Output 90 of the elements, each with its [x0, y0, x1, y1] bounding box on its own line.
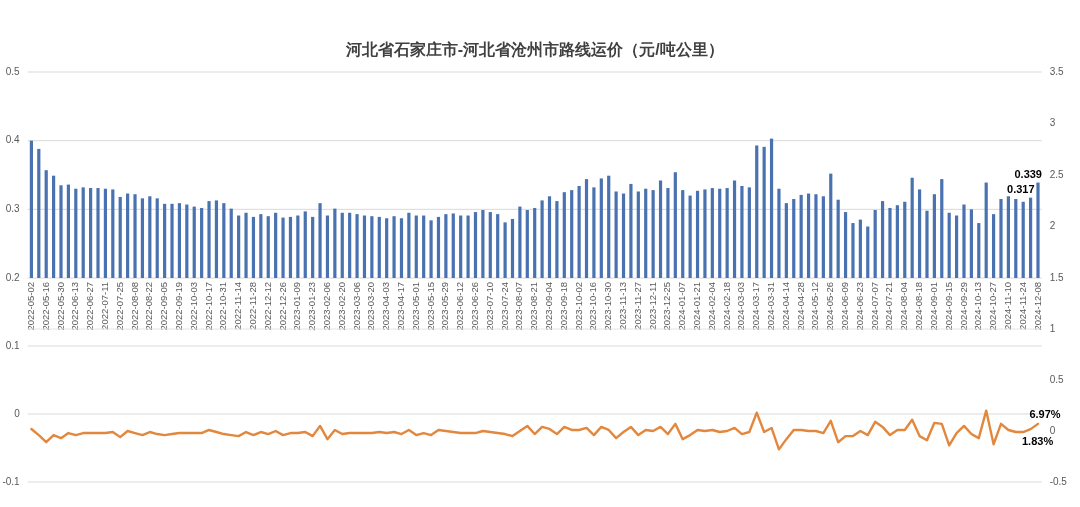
x-tick-label: 2024-03-17 [750, 282, 762, 331]
x-tick-label: 2024-03-31 [765, 282, 777, 331]
y-tick-label: 0.4 [5, 134, 21, 146]
x-tick-label: 2023-02-20 [335, 282, 347, 331]
x-tick-label: 2024-12-08 [1031, 282, 1043, 331]
y-tick-label: 0.2 [5, 271, 21, 283]
y-tick-label: 0.1 [5, 339, 21, 351]
x-tick-label: 2023-08-07 [513, 282, 525, 331]
data-label: 0.339 [1014, 167, 1042, 180]
data-label: 6.97% [1029, 407, 1061, 420]
x-tick-label: 2023-07-24 [498, 282, 510, 331]
x-tick-label: 2022-10-31 [217, 282, 229, 331]
y2-tick-label: 0.5 [1049, 373, 1065, 385]
x-tick-label: 2023-08-21 [528, 282, 540, 331]
x-tick-label: 2022-05-16 [39, 282, 51, 331]
x-tick-label: 2024-02-18 [720, 282, 732, 331]
x-tick-label: 2023-06-12 [454, 282, 466, 331]
x-tick-label: 2023-05-15 [424, 282, 436, 331]
x-tick-label: 2022-11-28 [246, 282, 258, 330]
x-tick-label: 2024-10-13 [972, 282, 984, 331]
x-tick-label: 2022-11-14 [232, 282, 244, 330]
x-tick-label: 2024-08-04 [898, 282, 910, 331]
y-tick-label: 0 [14, 407, 21, 419]
x-tick-label: 2023-10-30 [602, 282, 614, 331]
x-tick-label: 2023-10-02 [572, 282, 584, 331]
x-tick-label: 2024-09-29 [957, 282, 969, 331]
x-tick-label: 2024-06-23 [853, 282, 865, 331]
x-tick-label: 2023-02-06 [320, 282, 332, 331]
x-tick-label: 2023-03-20 [365, 282, 377, 331]
x-tick-label: 2022-12-12 [261, 282, 273, 331]
x-tick-label: 2023-12-25 [661, 282, 673, 331]
x-tick-label: 2023-01-09 [291, 282, 303, 331]
x-tick-label: 2022-10-03 [187, 282, 199, 331]
x-tick-label: 2023-04-17 [394, 282, 406, 331]
x-tick-label: 2023-11-13 [617, 282, 629, 330]
x-tick-label: 2023-06-26 [469, 282, 480, 331]
x-tick-label: 2024-04-14 [779, 282, 791, 331]
x-tick-label: 2023-09-04 [543, 282, 555, 331]
y2-tick-label: 1.5 [1049, 271, 1065, 283]
x-tick-label: 2023-01-23 [306, 282, 318, 331]
data-label: 1.83% [1022, 435, 1054, 448]
x-tick-label: 2024-09-01 [927, 282, 939, 331]
y-tick-label: -0.1 [2, 475, 21, 487]
x-tick-label: 2022-06-27 [84, 282, 96, 331]
y2-tick-label: 2.5 [1049, 168, 1065, 180]
y2-tick-label: 0 [1049, 424, 1056, 436]
x-tick-label: 2022-09-19 [172, 282, 184, 331]
x-tick-label: 2024-01-21 [691, 282, 703, 331]
x-tick-label: 2024-05-26 [824, 282, 836, 331]
x-tick-label: 2024-02-04 [705, 282, 717, 331]
x-tick-label: 2022-08-22 [143, 282, 155, 331]
x-tick-label: 2023-04-03 [380, 282, 392, 331]
x-tick-label: 2022-10-17 [202, 282, 214, 331]
x-tick-label: 2024-10-27 [987, 282, 999, 331]
x-tick-label: 2024-03-03 [735, 282, 747, 331]
x-tick-label: 2023-09-18 [557, 282, 569, 331]
x-tick-label: 2022-09-05 [158, 282, 170, 331]
x-tick-label: 2024-11-10 [1001, 282, 1013, 330]
x-tick-label: 2022-07-11 [98, 282, 110, 330]
x-tick-label: 2023-05-01 [409, 282, 421, 331]
x-tick-label: 2022-07-25 [113, 282, 125, 331]
y-tick-label: 0.3 [5, 202, 21, 214]
x-tick-label: 2022-06-13 [69, 282, 81, 331]
x-tick-label: 2024-01-07 [676, 282, 688, 331]
data-label: 0.317 [1007, 182, 1035, 195]
x-tick-label: 2023-10-16 [587, 282, 599, 331]
x-tick-label: 2022-05-30 [54, 282, 66, 331]
y2-tick-label: 3 [1049, 117, 1056, 129]
y2-tick-label: -0.5 [1049, 475, 1068, 487]
x-tick-label: 2023-07-10 [483, 282, 495, 331]
x-tick-label: 2024-07-21 [883, 282, 895, 331]
chart-title: 河北省石家庄市-河北省沧州市路线运价（元/吨公里） [344, 40, 724, 59]
y-tick-label: 0.5 [5, 65, 21, 77]
x-tick-label: 2022-05-02 [24, 282, 36, 331]
y2-tick-label: 1 [1049, 322, 1056, 334]
x-tick-label: 2024-05-12 [809, 282, 821, 331]
x-tick-label: 2024-07-07 [868, 282, 880, 331]
x-tick-label: 2022-12-26 [276, 282, 288, 331]
x-tick-label: 2024-08-18 [913, 282, 925, 331]
y2-tick-label: 3.5 [1049, 65, 1065, 77]
x-tick-label: 2024-09-15 [942, 282, 954, 331]
x-tick-label: 2024-11-24 [1016, 282, 1028, 330]
x-tick-label: 2023-03-06 [350, 282, 362, 331]
y2-tick-label: 2 [1049, 220, 1056, 232]
x-tick-label: 2023-12-11 [646, 282, 658, 330]
x-tick-label: 2024-04-28 [794, 282, 806, 331]
x-tick-label: 2023-05-29 [439, 282, 451, 331]
x-tick-label: 2022-08-08 [128, 282, 140, 331]
x-tick-label: 2024-06-09 [839, 282, 851, 331]
x-tick-label: 2023-11-27 [631, 282, 643, 330]
